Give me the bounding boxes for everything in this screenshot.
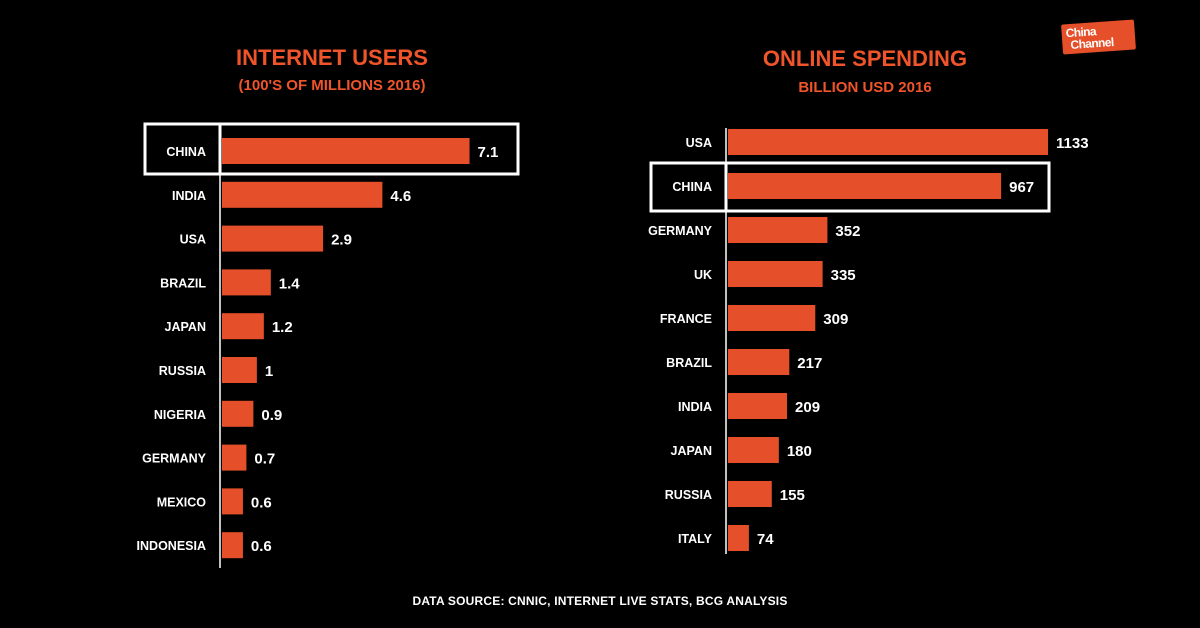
value-label-germany: 352 [835, 223, 860, 240]
bar-usa [728, 129, 1049, 155]
bar-india [222, 181, 383, 208]
value-label-brazil: 217 [797, 355, 822, 372]
value-label-japan: 180 [787, 443, 812, 460]
category-label-japan: JAPAN [165, 320, 206, 334]
value-label-nigeria: 0.9 [261, 407, 282, 424]
bar-china [728, 173, 1002, 199]
bar-china [222, 138, 470, 164]
category-label-uk: UK [694, 268, 712, 282]
bar-india [728, 393, 788, 419]
value-label-usa: 2.9 [331, 232, 352, 249]
bar-germany [728, 217, 828, 243]
value-label-china: 7.1 [478, 144, 499, 161]
category-label-russia: RUSSIA [159, 364, 206, 378]
value-label-germany: 0.7 [254, 451, 275, 468]
bar-brazil [222, 269, 271, 296]
highlight-box-china [649, 161, 1051, 213]
category-label-india: INDIA [172, 189, 206, 203]
data-source-note: DATA SOURCE: CNNIC, INTERNET LIVE STATS,… [412, 594, 788, 608]
bar-mexico [222, 488, 243, 515]
bar-brazil [728, 349, 790, 375]
category-label-italy: ITALY [678, 532, 713, 546]
category-label-brazil: BRAZIL [666, 356, 712, 370]
bar-italy [728, 525, 749, 551]
category-label-usa: USA [180, 233, 206, 247]
category-label-nigeria: NIGERIA [154, 408, 206, 422]
value-label-china: 967 [1009, 179, 1034, 196]
value-label-usa: 1133 [1056, 135, 1089, 152]
bar-uk [728, 261, 823, 287]
category-label-russia: RUSSIA [665, 488, 712, 502]
bar-japan [222, 313, 264, 340]
chart-2-subtitle: BILLION USD 2016 [798, 79, 931, 96]
category-label-japan: JAPAN [671, 444, 712, 458]
category-label-brazil: BRAZIL [160, 276, 206, 290]
value-label-italy: 74 [757, 531, 774, 548]
category-label-germany: GERMANY [648, 224, 713, 238]
value-label-uk: 335 [831, 267, 856, 284]
value-label-russia: 155 [780, 487, 805, 504]
bar-nigeria [222, 400, 254, 427]
value-label-mexico: 0.6 [251, 494, 272, 511]
chart-1-subtitle: (100'S OF MILLIONS 2016) [239, 77, 426, 94]
highlight-box-china [143, 122, 520, 176]
bar-japan [728, 437, 779, 463]
category-label-germany: GERMANY [142, 452, 207, 466]
category-label-indonesia: INDONESIA [137, 539, 206, 553]
category-label-france: FRANCE [660, 312, 712, 326]
chart-1-title: INTERNET USERS [236, 45, 428, 70]
bar-usa [222, 225, 324, 252]
value-label-indonesia: 0.6 [251, 538, 272, 555]
category-label-india: INDIA [678, 400, 712, 414]
value-label-japan: 1.2 [272, 319, 293, 336]
value-label-brazil: 1.4 [279, 275, 301, 292]
bar-russia [728, 481, 772, 507]
value-label-india: 4.6 [390, 188, 411, 205]
category-label-mexico: MEXICO [157, 495, 207, 509]
category-label-usa: USA [686, 136, 712, 150]
value-label-india: 209 [795, 399, 820, 416]
category-label-china: CHINA [166, 145, 206, 159]
chart-2-title: ONLINE SPENDING [763, 46, 967, 71]
bar-indonesia [222, 532, 243, 559]
bar-france [728, 305, 816, 331]
value-label-russia: 1 [265, 363, 273, 380]
bar-russia [222, 357, 257, 383]
value-label-france: 309 [823, 311, 848, 328]
category-label-china: CHINA [672, 180, 712, 194]
bar-germany [222, 444, 247, 471]
